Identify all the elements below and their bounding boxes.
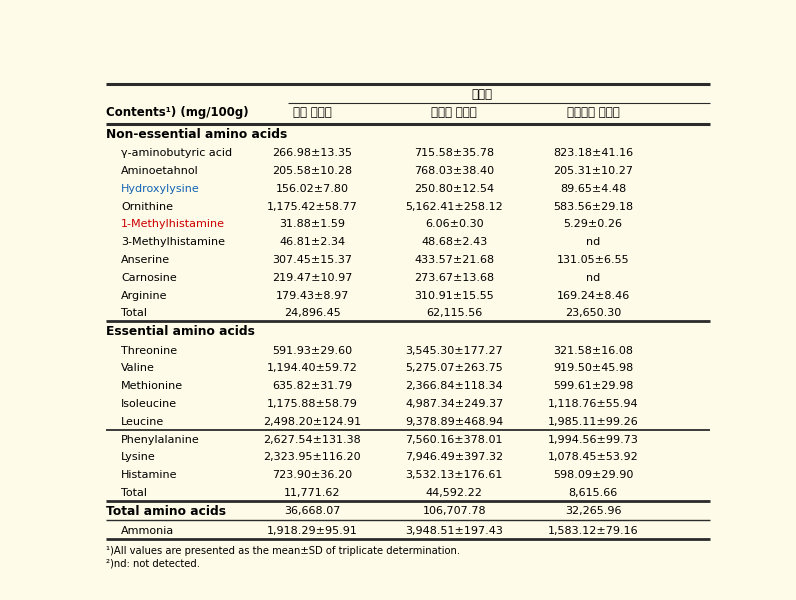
Text: Anserine: Anserine [121,255,170,265]
Text: 1,078.45±53.92: 1,078.45±53.92 [548,452,638,463]
Text: Isoleucine: Isoleucine [121,399,178,409]
Text: Methionine: Methionine [121,381,183,391]
Text: 3,532.13±176.61: 3,532.13±176.61 [405,470,503,480]
Text: 46.81±2.34: 46.81±2.34 [279,237,345,247]
Text: 1,994.56±99.73: 1,994.56±99.73 [548,434,638,445]
Text: 9,378.89±468.94: 9,378.89±468.94 [405,417,503,427]
Text: 23,650.30: 23,650.30 [565,308,621,319]
Text: 1,118.76±55.94: 1,118.76±55.94 [548,399,638,409]
Text: 2,498.20±124.91: 2,498.20±124.91 [263,417,361,427]
Text: 131.05±6.55: 131.05±6.55 [556,255,630,265]
Text: 1,918.29±95.91: 1,918.29±95.91 [267,526,357,536]
Text: Total: Total [121,308,147,319]
Text: 179.43±8.97: 179.43±8.97 [275,290,349,301]
Text: 715.58±35.78: 715.58±35.78 [414,148,494,158]
Text: 4,987.34±249.37: 4,987.34±249.37 [405,399,503,409]
Text: 433.57±21.68: 433.57±21.68 [414,255,494,265]
Text: 62,115.56: 62,115.56 [426,308,482,319]
Text: 2,323.95±116.20: 2,323.95±116.20 [263,452,361,463]
Text: Aminoetahnol: Aminoetahnol [121,166,199,176]
Text: Carnosine: Carnosine [121,273,177,283]
Text: 1,194.40±59.72: 1,194.40±59.72 [267,364,357,373]
Text: 205.31±10.27: 205.31±10.27 [553,166,633,176]
Text: 583.56±29.18: 583.56±29.18 [553,202,633,212]
Text: 273.67±13.68: 273.67±13.68 [414,273,494,283]
Text: 1-Methylhistamine: 1-Methylhistamine [121,220,225,229]
Text: 11,771.62: 11,771.62 [284,488,341,498]
Text: 89.65±4.48: 89.65±4.48 [560,184,626,194]
Text: 598.09±29.90: 598.09±29.90 [553,470,633,480]
Text: 106,707.78: 106,707.78 [423,506,486,517]
Text: Total amino acids: Total amino acids [106,505,226,518]
Text: 219.47±10.97: 219.47±10.97 [272,273,353,283]
Text: 723.90±36.20: 723.90±36.20 [272,470,353,480]
Text: 1,175.42±58.77: 1,175.42±58.77 [267,202,357,212]
Text: 8,615.66: 8,615.66 [568,488,618,498]
Text: 310.91±15.55: 310.91±15.55 [415,290,494,301]
Text: 2,366.84±118.34: 2,366.84±118.34 [405,381,503,391]
Text: 48.68±2.43: 48.68±2.43 [421,237,487,247]
Text: 5,275.07±263.75: 5,275.07±263.75 [405,364,503,373]
Text: Valine: Valine [121,364,155,373]
Text: Ornithine: Ornithine [121,202,173,212]
Text: 1,583.12±79.16: 1,583.12±79.16 [548,526,638,536]
Text: 7,560.16±378.01: 7,560.16±378.01 [405,434,503,445]
Text: 321.58±16.08: 321.58±16.08 [553,346,633,356]
Text: 첣국장: 첣국장 [471,88,493,101]
Text: 1,175.88±58.79: 1,175.88±58.79 [267,399,357,409]
Text: Non-essential amino acids: Non-essential amino acids [106,128,287,141]
Text: nd: nd [586,273,600,283]
Text: 599.61±29.98: 599.61±29.98 [553,381,633,391]
Text: Histamine: Histamine [121,470,178,480]
Text: nd: nd [586,237,600,247]
Text: 32,265.96: 32,265.96 [565,506,621,517]
Text: 591.93±29.60: 591.93±29.60 [272,346,353,356]
Text: 250.80±12.54: 250.80±12.54 [414,184,494,194]
Text: Essential amino acids: Essential amino acids [106,325,255,338]
Text: Threonine: Threonine [121,346,178,356]
Text: ²)nd: not detected.: ²)nd: not detected. [106,559,200,569]
Text: 인당 첣국장: 인당 첣국장 [293,106,332,119]
Text: 5.29±0.26: 5.29±0.26 [564,220,622,229]
Text: 3-Methylhistamine: 3-Methylhistamine [121,237,225,247]
Text: Ammonia: Ammonia [121,526,174,536]
Text: 1,985.11±99.26: 1,985.11±99.26 [548,417,638,427]
Text: 205.58±10.28: 205.58±10.28 [272,166,353,176]
Text: Arginine: Arginine [121,290,168,301]
Text: 823.18±41.16: 823.18±41.16 [553,148,633,158]
Text: 3,545.30±177.27: 3,545.30±177.27 [405,346,503,356]
Text: Lysine: Lysine [121,452,156,463]
Text: Contents¹) (mg/100g): Contents¹) (mg/100g) [106,106,248,119]
Text: 266.98±13.35: 266.98±13.35 [272,148,353,158]
Text: 36,668.07: 36,668.07 [284,506,341,517]
Text: 홍산양삼 첣국장: 홍산양삼 첣국장 [567,106,619,119]
Text: 307.45±15.37: 307.45±15.37 [272,255,353,265]
Text: 768.03±38.40: 768.03±38.40 [414,166,494,176]
Text: 31.88±1.59: 31.88±1.59 [279,220,345,229]
Text: γ-aminobutyric acid: γ-aminobutyric acid [121,148,232,158]
Text: 24,896.45: 24,896.45 [284,308,341,319]
Text: 2,627.54±131.38: 2,627.54±131.38 [263,434,361,445]
Text: 6.06±0.30: 6.06±0.30 [425,220,483,229]
Text: 3,948.51±197.43: 3,948.51±197.43 [405,526,503,536]
Text: ¹)All values are presented as the mean±SD of triplicate determination.: ¹)All values are presented as the mean±S… [106,547,460,556]
Bar [106,83,710,124]
Text: Total: Total [121,488,147,498]
Text: Leucine: Leucine [121,417,164,427]
Text: 7,946.49±397.32: 7,946.49±397.32 [405,452,503,463]
Text: 635.82±31.79: 635.82±31.79 [272,381,353,391]
Text: 44,592.22: 44,592.22 [426,488,482,498]
Text: 산양삼 첣국장: 산양삼 첣국장 [431,106,477,119]
Text: Phenylalanine: Phenylalanine [121,434,200,445]
Text: 919.50±45.98: 919.50±45.98 [553,364,633,373]
Text: 169.24±8.46: 169.24±8.46 [556,290,630,301]
Text: Hydroxylysine: Hydroxylysine [121,184,200,194]
Text: 5,162.41±258.12: 5,162.41±258.12 [405,202,503,212]
Text: 156.02±7.80: 156.02±7.80 [276,184,349,194]
